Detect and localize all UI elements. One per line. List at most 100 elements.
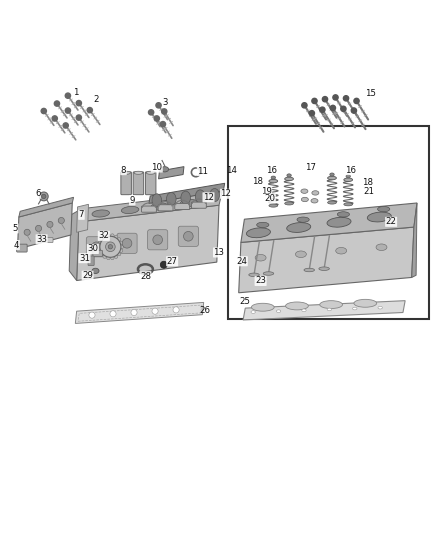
Ellipse shape (114, 235, 118, 239)
Ellipse shape (354, 300, 377, 307)
Text: 16: 16 (345, 166, 356, 175)
Ellipse shape (100, 238, 103, 241)
Circle shape (65, 108, 71, 113)
Polygon shape (159, 167, 184, 179)
Ellipse shape (152, 194, 162, 207)
Ellipse shape (327, 217, 351, 227)
Ellipse shape (344, 203, 353, 206)
Circle shape (333, 95, 338, 100)
Ellipse shape (117, 252, 121, 256)
Polygon shape (79, 192, 222, 222)
FancyBboxPatch shape (133, 172, 144, 195)
Ellipse shape (287, 174, 291, 177)
Ellipse shape (151, 203, 168, 210)
Ellipse shape (166, 192, 176, 206)
Ellipse shape (297, 217, 309, 222)
Ellipse shape (344, 178, 353, 182)
Ellipse shape (119, 241, 123, 245)
Polygon shape (149, 183, 225, 204)
FancyBboxPatch shape (17, 244, 27, 252)
Text: 6: 6 (35, 189, 40, 198)
FancyBboxPatch shape (86, 237, 106, 257)
Ellipse shape (184, 231, 193, 241)
Text: 33: 33 (36, 235, 47, 244)
Ellipse shape (210, 189, 219, 201)
Ellipse shape (153, 235, 162, 245)
Ellipse shape (376, 244, 387, 251)
Text: 2: 2 (94, 95, 99, 104)
Ellipse shape (35, 225, 42, 231)
Circle shape (65, 93, 71, 98)
Bar (228, 126, 429, 319)
Text: 29: 29 (82, 271, 93, 280)
Ellipse shape (346, 175, 350, 178)
Text: 15: 15 (364, 89, 376, 98)
Polygon shape (75, 302, 204, 324)
Ellipse shape (195, 190, 205, 203)
Ellipse shape (295, 251, 306, 257)
Circle shape (41, 108, 46, 114)
Ellipse shape (276, 310, 281, 312)
Ellipse shape (301, 197, 308, 201)
FancyBboxPatch shape (88, 256, 94, 265)
Ellipse shape (330, 173, 334, 176)
Ellipse shape (251, 303, 274, 311)
Ellipse shape (111, 234, 114, 237)
Circle shape (162, 109, 167, 114)
Ellipse shape (121, 206, 139, 214)
Circle shape (131, 310, 137, 316)
Text: 13: 13 (213, 248, 225, 257)
Ellipse shape (285, 177, 293, 181)
Ellipse shape (119, 249, 123, 253)
Text: 24: 24 (236, 257, 247, 266)
Ellipse shape (367, 212, 391, 222)
Ellipse shape (337, 212, 350, 217)
Ellipse shape (271, 176, 276, 179)
Ellipse shape (181, 191, 191, 204)
Text: 1: 1 (73, 88, 78, 97)
Ellipse shape (92, 242, 101, 252)
Ellipse shape (58, 217, 64, 223)
Circle shape (89, 312, 95, 318)
Ellipse shape (319, 267, 329, 270)
Ellipse shape (311, 199, 318, 203)
Ellipse shape (134, 171, 143, 174)
Circle shape (302, 103, 307, 108)
Ellipse shape (301, 189, 308, 193)
Ellipse shape (320, 301, 343, 309)
Ellipse shape (100, 236, 121, 257)
Text: 8: 8 (121, 166, 126, 175)
Circle shape (160, 122, 166, 127)
Ellipse shape (117, 238, 121, 241)
Ellipse shape (108, 245, 113, 249)
Polygon shape (412, 203, 417, 278)
FancyBboxPatch shape (178, 226, 198, 246)
Circle shape (330, 106, 336, 110)
Ellipse shape (106, 242, 115, 252)
Polygon shape (243, 301, 405, 320)
Text: 5: 5 (13, 224, 18, 233)
Ellipse shape (336, 247, 346, 254)
Ellipse shape (97, 245, 101, 248)
Circle shape (52, 116, 57, 121)
Ellipse shape (269, 204, 278, 207)
Text: 9: 9 (130, 196, 135, 205)
Ellipse shape (285, 202, 293, 205)
Text: 23: 23 (255, 277, 266, 286)
Circle shape (160, 261, 167, 268)
Circle shape (156, 103, 161, 108)
Circle shape (148, 110, 154, 115)
Ellipse shape (378, 306, 382, 309)
Circle shape (76, 115, 81, 120)
FancyBboxPatch shape (148, 230, 168, 250)
Circle shape (173, 307, 179, 313)
Ellipse shape (327, 308, 332, 311)
Ellipse shape (255, 254, 266, 261)
FancyBboxPatch shape (43, 238, 53, 243)
Ellipse shape (98, 241, 102, 245)
Text: 7: 7 (79, 211, 84, 219)
Ellipse shape (98, 249, 102, 253)
Circle shape (322, 96, 328, 102)
Circle shape (309, 110, 314, 116)
Polygon shape (19, 197, 74, 217)
